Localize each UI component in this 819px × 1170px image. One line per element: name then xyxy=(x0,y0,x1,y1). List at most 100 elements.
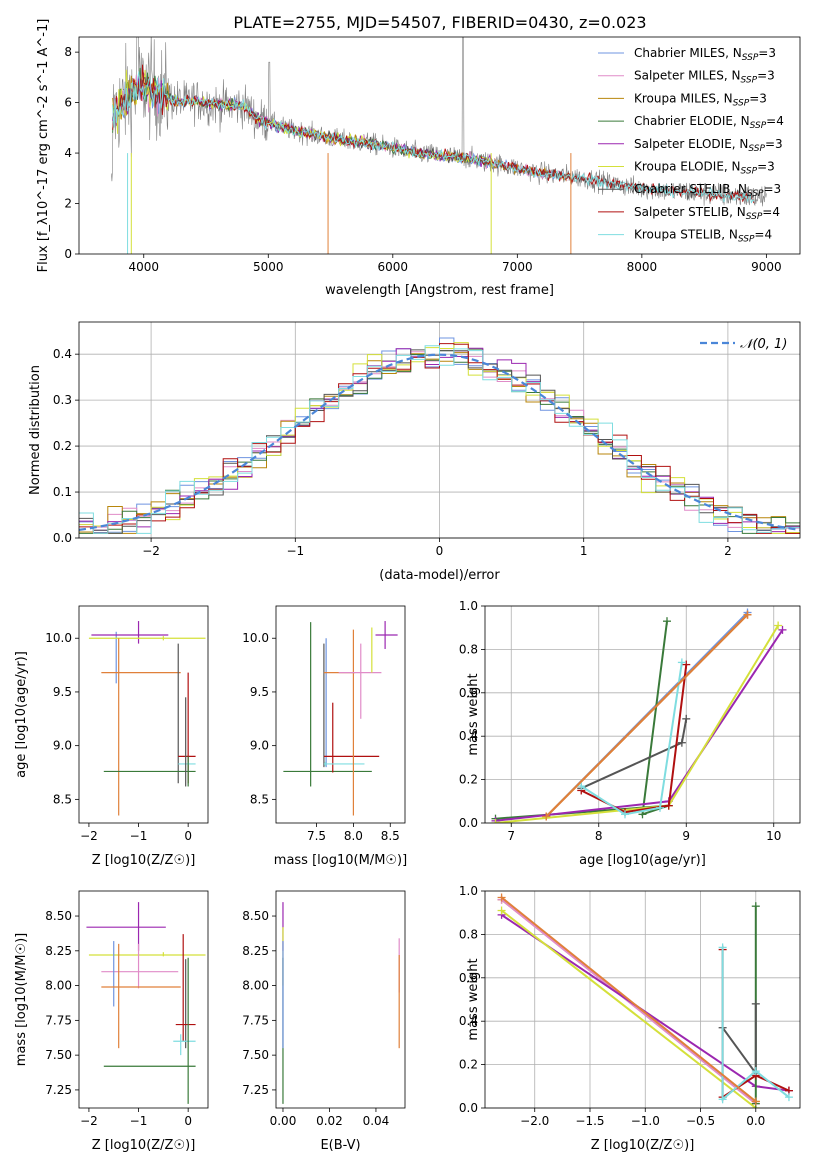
x-tick-label: −2.0 xyxy=(520,1114,549,1128)
legend-entry: Kroupa MILES, NSSP=3 xyxy=(634,91,767,108)
weight-series xyxy=(495,629,784,822)
legend-entry: Kroupa STELIB, NSSP=4 xyxy=(634,228,772,245)
x-tick-label: 1 xyxy=(580,544,588,558)
plot-area xyxy=(79,337,800,534)
y-tick-label: 8.5 xyxy=(53,792,72,806)
panel-mass-weight-vs-Z: −2.0 −1.5 −1.0 −0.5 0.0 0.0 0.2 0.4 0.6 0.8 1.0 Z [… xyxy=(459,884,801,1153)
x-tick-label: 8000 xyxy=(627,260,658,274)
axes-frame xyxy=(78,321,801,539)
x-tick-label: −1.0 xyxy=(631,1114,660,1128)
x-axis-label: Z [log10(Z/Z☉)] xyxy=(591,1138,695,1153)
plot-area xyxy=(88,621,206,816)
x-axis-label: wavelength [Angstrom, rest frame] xyxy=(325,283,554,298)
x-tick-label: 0 xyxy=(184,1114,192,1128)
axes-frame xyxy=(78,890,209,1109)
x-tick-label: −2 xyxy=(80,829,98,843)
axes-frame xyxy=(275,605,406,824)
x-tick-label: −2 xyxy=(80,1114,98,1128)
y-tick-label: 8 xyxy=(64,45,72,59)
y-tick-label: 6 xyxy=(64,96,72,110)
panel-age-vs-Z: −2 −1 0 8.5 9.0 9.5 10.0 Z [log10(Z/Z☉)] age [lo… xyxy=(14,605,209,868)
y-tick-label: 10.0 xyxy=(242,631,269,645)
model-spectrum xyxy=(112,69,493,168)
y-tick-label: 7.75 xyxy=(45,1013,72,1027)
weight-series xyxy=(495,621,670,820)
weight-series xyxy=(500,909,757,1108)
axes-frame xyxy=(484,605,801,824)
x-tick-label: −1 xyxy=(130,829,148,843)
panel-residuals: −2 −1 0 1 2 0.0 0.1 0.2 0.3 0.4 (data-model)/error… xyxy=(28,321,801,583)
spectrum-title: PLATE=2755, MJD=54507, FIBERID=0430, z=0… xyxy=(233,13,646,32)
y-tick-label: 7.50 xyxy=(242,1048,269,1062)
y-tick-label: 9.0 xyxy=(250,739,269,753)
y-tick-label: 0.8 xyxy=(459,927,478,941)
y-tick-label: 8.5 xyxy=(250,792,269,806)
y-tick-label: 0.4 xyxy=(459,729,478,743)
weight-series xyxy=(580,662,683,816)
panel-spectrum: 4000 5000 6000 7000 8000 9000 0 2 4 6 8 wavelength … xyxy=(36,19,801,298)
legend-entry: Chabrier ELODIE, NSSP=4 xyxy=(634,114,784,131)
x-tick-label: 5000 xyxy=(253,260,284,274)
model-spectrum xyxy=(112,64,755,204)
y-tick-label: 0.6 xyxy=(459,971,478,985)
x-tick-label: 7000 xyxy=(502,260,533,274)
x-tick-label: 7.5 xyxy=(307,829,326,843)
y-tick-label: 0 xyxy=(64,247,72,261)
y-tick-label: 10.0 xyxy=(45,631,72,645)
y-axis-label: mass weight xyxy=(466,958,481,1040)
observed-spectrum xyxy=(111,37,767,207)
y-tick-label: 4 xyxy=(64,146,72,160)
legend-entry: Chabrier MILES, NSSP=3 xyxy=(634,46,776,63)
x-tick-label: 8 xyxy=(595,829,603,843)
y-tick-label: 7.25 xyxy=(242,1083,269,1097)
legend-entry: Salpeter ELODIE, NSSP=3 xyxy=(634,137,783,154)
y-tick-label: 9.0 xyxy=(53,739,72,753)
x-axis-label: mass [log10(M/M☉)] xyxy=(274,853,407,868)
x-axis-label: Z [log10(Z/Z☉)] xyxy=(92,853,196,868)
x-tick-label: −2 xyxy=(142,544,160,558)
x-tick-label: 0 xyxy=(184,829,192,843)
y-tick-label: 0.4 xyxy=(459,1014,478,1028)
y-tick-label: 0.2 xyxy=(459,773,478,787)
y-tick-label: 8.25 xyxy=(242,944,269,958)
legend: Chabrier MILES, NSSP=3 Salpeter MILES, NS… xyxy=(598,46,784,245)
y-tick-label: 0.0 xyxy=(53,531,72,545)
panel-mass-vs-EBV: 0.00 0.02 0.04 7.25 7.50 7.75 8.00 8.25 8.50 E(B-… xyxy=(242,890,406,1153)
y-tick-label: 0.8 xyxy=(459,642,478,656)
plot-area xyxy=(283,621,398,816)
x-axis-label: E(B-V) xyxy=(320,1138,360,1153)
weight-series xyxy=(721,1003,757,1077)
panel-mass-weight-vs-age: 7 8 9 10 0.0 0.2 0.4 0.6 0.8 1.0 age [log10(age/yr… xyxy=(459,599,801,868)
y-tick-label: 7.25 xyxy=(45,1083,72,1097)
x-tick-label: 0.00 xyxy=(270,1114,297,1128)
weight-series xyxy=(721,947,790,1102)
x-tick-label: 0.04 xyxy=(363,1114,390,1128)
model-spectrum xyxy=(112,67,493,168)
weight-series xyxy=(500,896,757,1103)
x-tick-label: 6000 xyxy=(378,260,409,274)
x-tick-label: −1.5 xyxy=(575,1114,604,1128)
y-axis-label: Normed distribution xyxy=(28,365,43,495)
x-tick-label: −1 xyxy=(286,544,304,558)
y-tick-label: 9.5 xyxy=(250,685,269,699)
y-tick-label: 7.75 xyxy=(242,1013,269,1027)
x-tick-label: 9 xyxy=(682,829,690,843)
model-spectrum xyxy=(112,71,755,204)
y-tick-label: 9.5 xyxy=(53,685,72,699)
y-tick-label: 8.25 xyxy=(45,944,72,958)
y-axis-label: age [log10(age/yr)] xyxy=(14,651,29,778)
x-tick-label: 8.0 xyxy=(344,829,363,843)
plot-area xyxy=(491,608,787,823)
y-tick-label: 2 xyxy=(64,197,72,211)
x-tick-label: 0.02 xyxy=(316,1114,343,1128)
panel-age-vs-mass: 7.5 8.0 8.5 8.5 9.0 9.5 10.0 mass [log10(M/M☉)] xyxy=(242,605,407,868)
y-tick-label: 8.50 xyxy=(242,909,269,923)
plot-area xyxy=(111,37,767,254)
x-axis-label: (data-model)/error xyxy=(379,568,500,583)
x-tick-label: −0.5 xyxy=(686,1114,715,1128)
y-tick-label: 8.00 xyxy=(242,979,269,993)
legend-entry: 𝒩(0, 1) xyxy=(740,337,787,352)
x-tick-label: 0 xyxy=(436,544,444,558)
plot-area xyxy=(86,902,206,1104)
